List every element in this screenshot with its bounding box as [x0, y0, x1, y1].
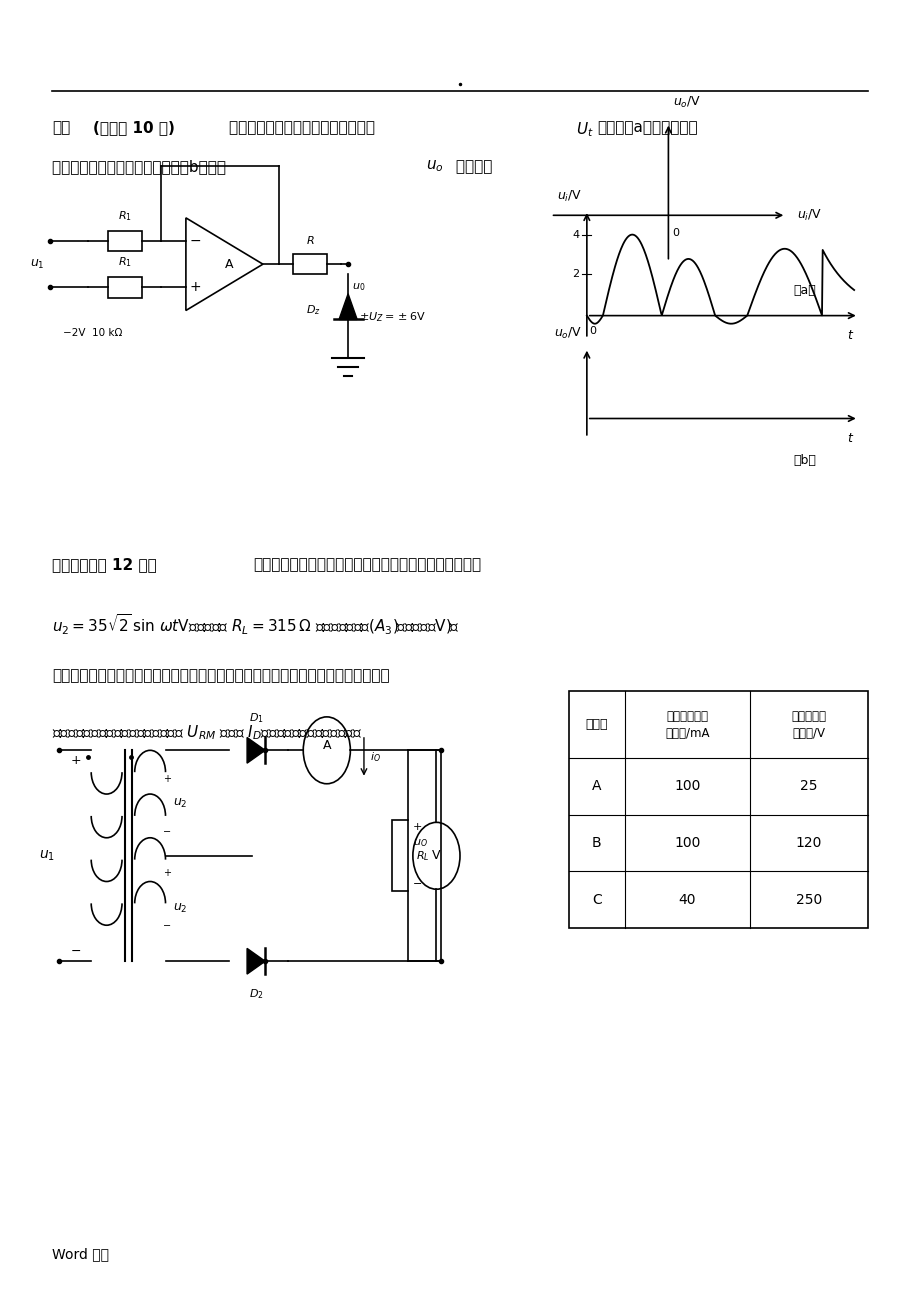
Text: $R_1$: $R_1$ [118, 209, 131, 224]
Text: 4: 4 [572, 230, 579, 239]
Text: $u_i$/V: $u_i$/V [796, 208, 822, 222]
Text: Word 资料: Word 资料 [52, 1247, 109, 1261]
Text: 100: 100 [674, 836, 700, 850]
Text: A: A [323, 738, 331, 751]
Text: $i_O$: $i_O$ [369, 750, 380, 763]
Text: 120: 120 [795, 836, 822, 850]
Text: $u_o$/V: $u_o$/V [672, 95, 700, 109]
Text: （b）: （b） [792, 454, 815, 467]
Text: −: − [70, 944, 81, 957]
Text: 求解如图所示比较器电路的阈值电压: 求解如图所示比较器电路的阈值电压 [229, 120, 380, 135]
Text: 最大整流电流
平均值/mA: 最大整流电流 平均值/mA [664, 710, 709, 740]
Text: −: − [413, 879, 422, 889]
Bar [568, 692, 867, 928]
Text: $t$: $t$ [846, 329, 853, 342]
Bar [108, 277, 142, 298]
Text: +: + [413, 823, 422, 832]
Text: $U_t$: $U_t$ [575, 120, 593, 139]
Text: A: A [592, 779, 601, 793]
Text: $R_1$: $R_1$ [118, 256, 131, 269]
Text: −2V  10 kΩ: −2V 10 kΩ [63, 329, 122, 338]
Text: 250: 250 [795, 893, 821, 906]
Text: 读数各是多少？（设电流表内阻视为零，电压表内阻视为无穷大），然后在不考虑电: 读数各是多少？（设电流表内阻视为零，电压表内阻视为无穷大），然后在不考虑电 [52, 668, 390, 683]
Text: $D_1$: $D_1$ [248, 711, 263, 724]
Text: （a）: （a） [792, 283, 815, 296]
Text: 的波形。: 的波形。 [450, 159, 492, 174]
Text: $u_2$: $u_2$ [173, 902, 187, 915]
Text: −: − [163, 827, 171, 837]
Text: $u_O$: $u_O$ [413, 837, 427, 849]
Bar [391, 820, 408, 890]
Text: $u_2 = 35\sqrt{2}\,\sin\,\omega t\mathrm{V}$，负载电阻 $R_L = 315\,\Omega$ 。求直流电流表($A: $u_2 = 35\sqrt{2}\,\sin\,\omega t\mathrm… [52, 612, 460, 637]
Text: 二极管: 二极管 [584, 718, 607, 731]
Text: $u_1$: $u_1$ [30, 257, 45, 270]
Polygon shape [339, 294, 357, 320]
Text: $u_o$/V: $u_o$/V [553, 326, 582, 342]
Text: 三、: 三、 [52, 120, 71, 135]
Text: 40: 40 [678, 893, 696, 906]
Text: $u_1$: $u_1$ [39, 849, 55, 863]
Text: −: − [189, 234, 200, 248]
Text: $R_L$: $R_L$ [415, 849, 429, 863]
Text: 0: 0 [589, 326, 596, 335]
Text: $D_2$: $D_2$ [248, 987, 263, 1001]
Text: $R$: $R$ [305, 234, 314, 246]
Text: 压波动情况下计算二极管最高反向电压 $U_{RM}$ 和电流 $I_D$，在表中选择合适的二极管。: 压波动情况下计算二极管最高反向电压 $U_{RM}$ 和电流 $I_D$，在表中… [52, 723, 362, 742]
Text: +: + [189, 281, 200, 294]
Text: $u_2$: $u_2$ [173, 797, 187, 810]
Bar [108, 230, 142, 251]
Text: 四、【本大题 12 分】: 四、【本大题 12 分】 [52, 558, 157, 572]
Text: $D_z$: $D_z$ [306, 304, 321, 317]
Text: 100: 100 [674, 779, 700, 793]
Text: 25: 25 [800, 779, 817, 793]
Bar [292, 254, 327, 274]
Text: $u_i$/V: $u_i$/V [556, 188, 582, 204]
Text: (本大题 10 分): (本大题 10 分) [93, 120, 175, 135]
Text: 2: 2 [572, 269, 579, 280]
Text: C: C [591, 893, 601, 906]
Text: A: A [224, 257, 233, 270]
Text: B: B [591, 836, 601, 850]
Text: 图示整流电路，二极管为理想元件，已知变压器副边电压: 图示整流电路，二极管为理想元件，已知变压器副边电压 [253, 558, 481, 572]
Text: V: V [432, 849, 440, 862]
Text: +: + [70, 754, 81, 767]
Text: $u_0$: $u_0$ [351, 281, 365, 292]
Polygon shape [247, 737, 265, 763]
Text: +: + [164, 868, 171, 879]
Text: $t$: $t$ [846, 432, 853, 445]
Text: $u_o$: $u_o$ [425, 159, 443, 174]
Text: 输特性，根据电压传输特性在图（b）中画: 输特性，根据电压传输特性在图（b）中画 [52, 159, 231, 174]
Text: −: − [163, 922, 171, 931]
Text: $\pm U_Z=\pm 6\mathrm{V}$: $\pm U_Z=\pm 6\mathrm{V}$ [358, 309, 425, 324]
Text: 最高反向峰
值电压/V: 最高反向峰 值电压/V [790, 710, 825, 740]
Text: 0: 0 [671, 229, 678, 238]
Polygon shape [247, 949, 265, 974]
Text: ，在图（a）中画电压传: ，在图（a）中画电压传 [597, 120, 698, 135]
Text: +: + [164, 775, 171, 784]
